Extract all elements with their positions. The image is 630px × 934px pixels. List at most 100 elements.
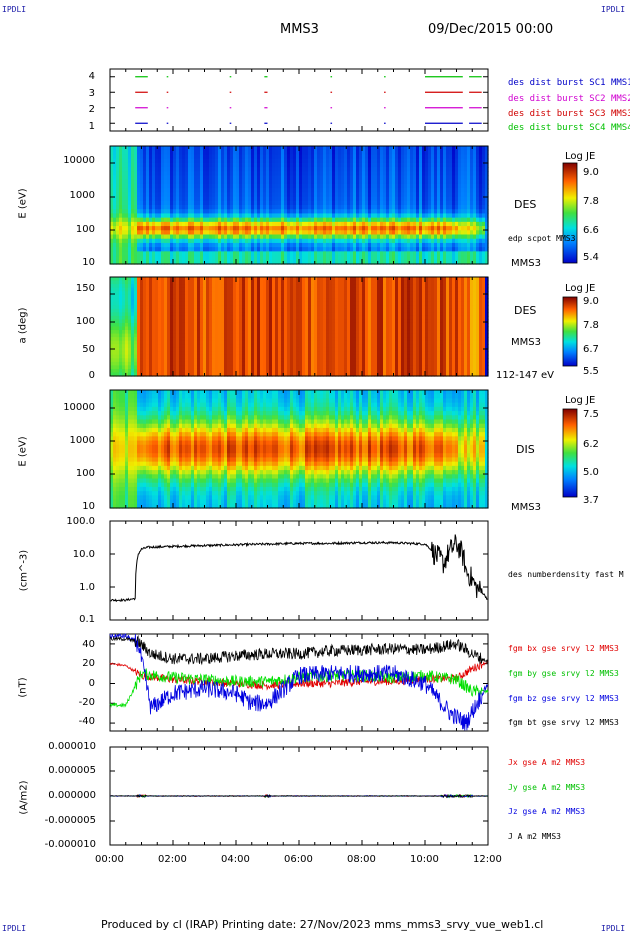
des-e-cell bbox=[431, 247, 435, 252]
des-e-cell bbox=[296, 217, 300, 223]
des-e-cell bbox=[176, 162, 180, 168]
des-e-cell bbox=[176, 209, 180, 215]
des-e-cell bbox=[419, 175, 423, 181]
des-e-cell bbox=[467, 242, 471, 248]
des-e-cell bbox=[212, 226, 216, 231]
des-e-cell bbox=[230, 196, 234, 202]
des-e-cell bbox=[362, 221, 366, 227]
des-e-cell bbox=[356, 188, 360, 193]
des-e-cell bbox=[347, 255, 351, 261]
des-e-cell bbox=[326, 158, 330, 164]
des-e-cell bbox=[311, 209, 315, 215]
des-e-cell bbox=[350, 251, 354, 257]
des-e-cell bbox=[416, 188, 420, 193]
des-e-cell bbox=[320, 183, 324, 189]
des-e-cell bbox=[449, 255, 453, 261]
des-e-cell bbox=[353, 255, 357, 261]
des-e-cell bbox=[464, 238, 468, 244]
des-e-cell bbox=[437, 230, 441, 236]
mission-title: MMS3 bbox=[280, 22, 319, 37]
des-e-cell bbox=[299, 209, 303, 215]
des-e-cell bbox=[341, 242, 345, 248]
des-e-cell bbox=[278, 158, 282, 164]
des-pa-cell bbox=[110, 294, 114, 299]
des-e-cell bbox=[362, 175, 366, 181]
des-e-cell bbox=[224, 179, 228, 185]
des-e-cell bbox=[149, 251, 153, 257]
des-e-cell bbox=[269, 255, 273, 261]
des-e-cell bbox=[266, 221, 270, 227]
des-e-cell bbox=[389, 179, 393, 185]
des-e-cell bbox=[227, 213, 231, 219]
des-e-cell bbox=[164, 154, 168, 160]
des-e-cell bbox=[419, 167, 423, 172]
des-e-cell bbox=[158, 183, 162, 189]
des-e-cell bbox=[119, 255, 123, 261]
des-e-cell bbox=[248, 242, 252, 248]
des-e-cell bbox=[173, 183, 177, 189]
des-e-cell bbox=[128, 175, 132, 181]
des-e-cell bbox=[386, 154, 390, 160]
des-pa-cell bbox=[110, 305, 114, 310]
des-e-cell bbox=[263, 209, 267, 215]
des-e-cell bbox=[314, 217, 318, 223]
des-e-cell bbox=[374, 230, 378, 236]
des-e-cell bbox=[422, 179, 426, 185]
des-e-cell bbox=[413, 226, 417, 231]
des-e-cell bbox=[392, 213, 396, 219]
des-e-cell bbox=[293, 255, 297, 261]
des-e-cell bbox=[149, 192, 153, 198]
des-e-cell bbox=[455, 205, 459, 210]
des-e-cell bbox=[299, 154, 303, 160]
des-e-cell bbox=[485, 221, 489, 227]
des-e-cell bbox=[377, 192, 381, 198]
des-e-cell bbox=[209, 217, 213, 223]
des-e-cell bbox=[353, 183, 357, 189]
des-e-cell bbox=[290, 154, 294, 160]
des-e-cell bbox=[284, 179, 288, 185]
des-e-cell bbox=[440, 183, 444, 189]
des-e-cell bbox=[314, 200, 318, 206]
des-e-cell bbox=[230, 213, 234, 219]
des-e-cell bbox=[344, 255, 348, 261]
des-e-cell bbox=[170, 221, 174, 227]
des-e-cell bbox=[224, 255, 228, 261]
des-e-cell bbox=[119, 146, 123, 151]
des-e-cell bbox=[110, 183, 114, 189]
des-e-cell bbox=[194, 150, 198, 156]
des-e-cell bbox=[314, 188, 318, 193]
des-e-cell bbox=[392, 251, 396, 257]
des-e-cell bbox=[110, 179, 114, 185]
des-e-cell bbox=[254, 183, 258, 189]
des-e-cell bbox=[275, 221, 279, 227]
des-e-cell bbox=[233, 255, 237, 261]
des-e-cell bbox=[452, 154, 456, 160]
des-pa-cell bbox=[113, 298, 117, 303]
des-e-cell bbox=[431, 150, 435, 156]
des-e-cell bbox=[305, 188, 309, 193]
des-e-cell bbox=[191, 247, 195, 252]
des-e-cell bbox=[119, 171, 123, 177]
des-e-cell bbox=[296, 226, 300, 231]
des-e-cell bbox=[458, 205, 462, 210]
des-e-cell bbox=[209, 255, 213, 261]
des-e-cell bbox=[143, 162, 147, 168]
des-e-cell bbox=[194, 179, 198, 185]
des-e-cell bbox=[242, 183, 246, 189]
des-pa-cell bbox=[119, 344, 123, 349]
corner-mark-top-left: IPDLI bbox=[2, 5, 27, 14]
des-pa-cell bbox=[119, 330, 123, 335]
des-e-cell bbox=[110, 242, 114, 248]
des-e-cell bbox=[227, 259, 231, 265]
des-e-cell bbox=[434, 196, 438, 202]
des-e-cell bbox=[272, 175, 276, 181]
des-e-cell bbox=[170, 192, 174, 198]
des-e-cell bbox=[371, 205, 375, 210]
des-e-cell bbox=[200, 209, 204, 215]
des-e-cell bbox=[170, 188, 174, 193]
des-e-cell bbox=[116, 251, 120, 257]
des-e-cell bbox=[434, 255, 438, 261]
des-e-cell bbox=[428, 209, 432, 215]
des-e-cell bbox=[398, 259, 402, 265]
des-e-cell bbox=[173, 200, 177, 206]
